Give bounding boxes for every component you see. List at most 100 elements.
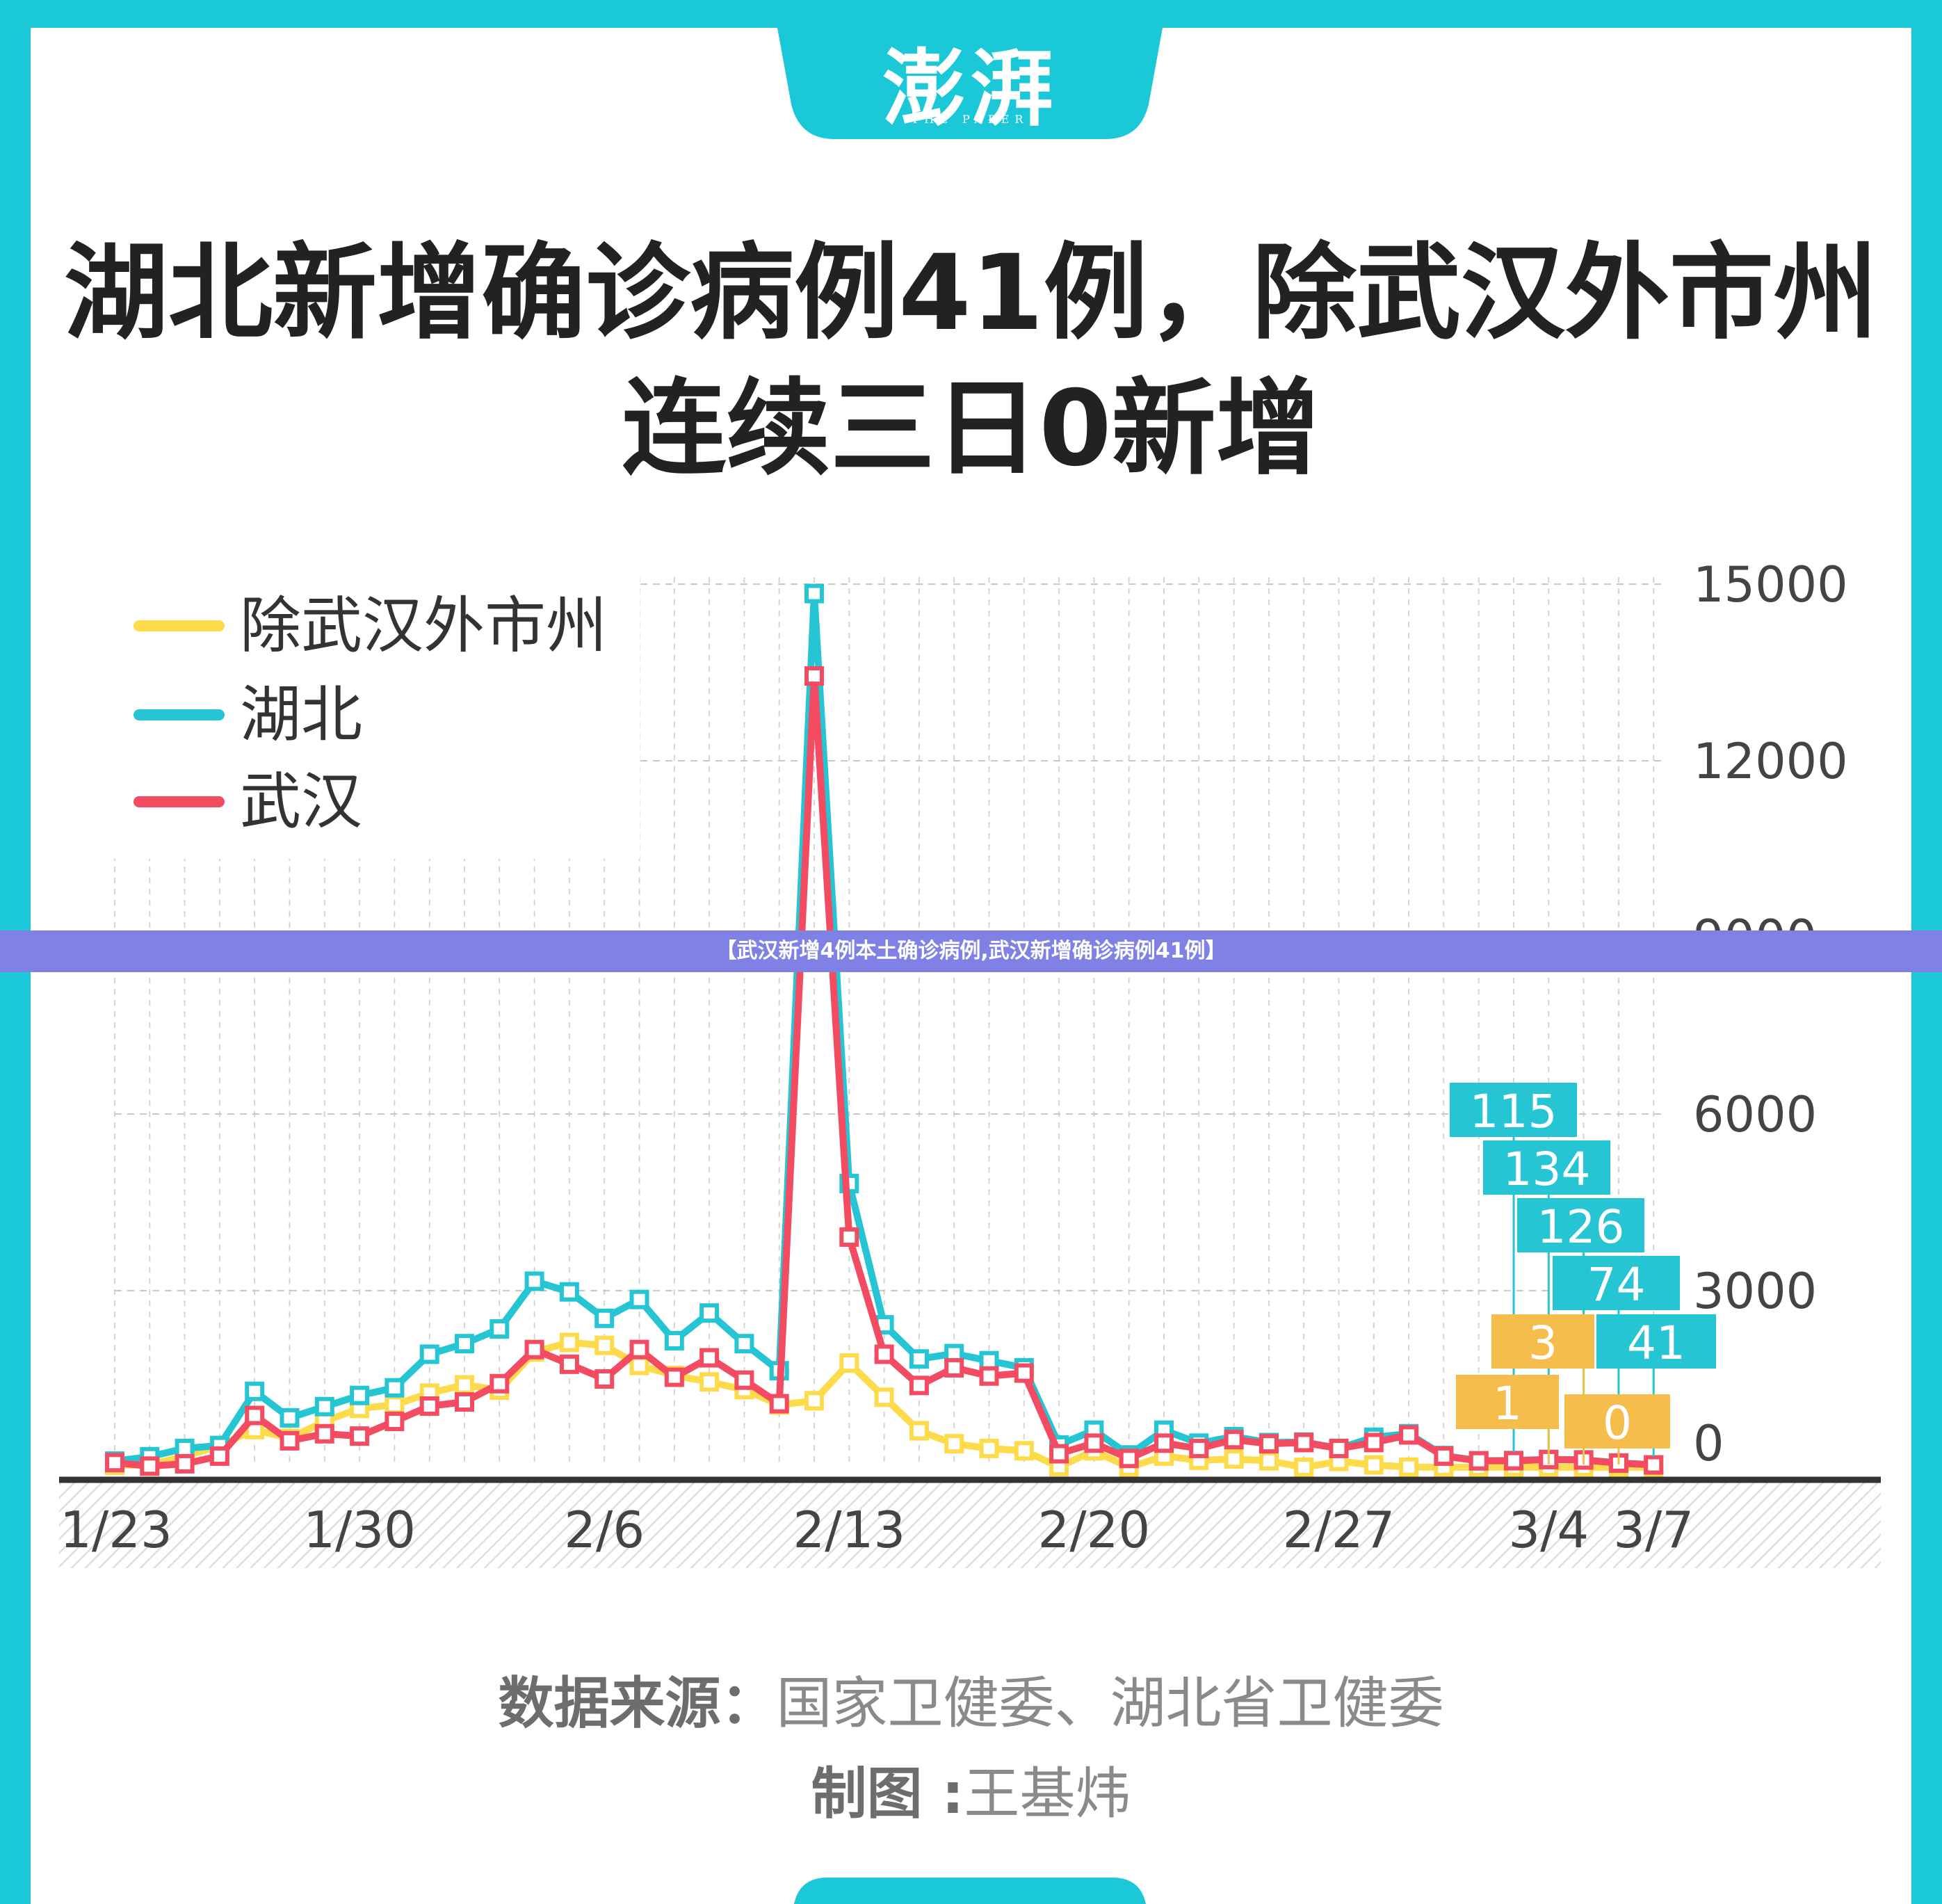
logo: 澎湃 bbox=[882, 40, 1058, 138]
data-point bbox=[314, 1396, 334, 1417]
y-tick-label: 15000 bbox=[1693, 556, 1848, 613]
data-point bbox=[245, 1405, 265, 1426]
data-point bbox=[1014, 1363, 1034, 1383]
annotation-box bbox=[1553, 1256, 1680, 1310]
data-point bbox=[385, 1378, 405, 1398]
data-point bbox=[699, 1372, 720, 1392]
x-tick-label: 2/13 bbox=[793, 1501, 905, 1559]
credit: 制图 :王基炜 bbox=[31, 1749, 1911, 1830]
axis-band bbox=[59, 1481, 1881, 1568]
data-point bbox=[629, 1289, 649, 1309]
data-point bbox=[1259, 1451, 1279, 1471]
annotation-box bbox=[1483, 1140, 1610, 1195]
data-point bbox=[1294, 1458, 1314, 1477]
annotation-label: 3 bbox=[1528, 1316, 1557, 1370]
data-point bbox=[455, 1375, 474, 1395]
headline-line-2: 连续三日0新增 bbox=[622, 369, 1320, 490]
data-point bbox=[664, 1330, 684, 1350]
annotation-label: 134 bbox=[1503, 1143, 1591, 1196]
data-point bbox=[594, 1369, 615, 1389]
y-tick-label: 6000 bbox=[1693, 1086, 1817, 1143]
y-tick-label: 12000 bbox=[1693, 733, 1848, 790]
annotation-label: 1 bbox=[1493, 1377, 1522, 1430]
logo-subtitle: THE PAPER bbox=[911, 113, 1029, 126]
data-point bbox=[699, 1303, 720, 1323]
data-point bbox=[419, 1344, 439, 1364]
data-point bbox=[1014, 1441, 1034, 1461]
data-point bbox=[909, 1421, 929, 1441]
data-source-label: 数据来源： bbox=[498, 1671, 777, 1736]
data-point bbox=[280, 1407, 300, 1428]
data-point bbox=[1084, 1433, 1104, 1453]
y-tick-label: 3000 bbox=[1693, 1263, 1817, 1320]
credit-label: 制图 : bbox=[811, 1761, 964, 1826]
data-point bbox=[594, 1308, 615, 1328]
overlay-banner: 【武汉新增4例本土确诊病例,武汉新增确诊病例41例】 bbox=[0, 930, 1942, 972]
annotation-label: 115 bbox=[1470, 1085, 1557, 1138]
data-point bbox=[1294, 1433, 1314, 1453]
annotation-label: 74 bbox=[1587, 1258, 1646, 1312]
data-point bbox=[804, 666, 824, 686]
x-tick-label: 1/30 bbox=[303, 1501, 416, 1559]
data-point bbox=[839, 1353, 859, 1373]
data-point bbox=[979, 1366, 999, 1386]
y-tick-label: 0 bbox=[1693, 1415, 1724, 1472]
x-tick-label: 2/27 bbox=[1283, 1501, 1395, 1559]
data-point bbox=[874, 1387, 894, 1407]
data-point bbox=[385, 1395, 405, 1415]
data-point bbox=[385, 1411, 405, 1431]
line-chart: 03000600090001200015000除武汉外市州湖北武汉1/231/3… bbox=[59, 556, 1881, 1568]
data-point bbox=[175, 1453, 195, 1474]
data-point bbox=[839, 1227, 859, 1247]
data-point bbox=[1259, 1434, 1279, 1454]
data-point bbox=[699, 1348, 720, 1368]
data-source-value: 国家卫健委、湖北省卫健委 bbox=[776, 1671, 1444, 1736]
data-point bbox=[455, 1334, 474, 1354]
data-point bbox=[979, 1438, 999, 1458]
x-tick-label: 2/6 bbox=[564, 1501, 645, 1559]
annotation-box bbox=[1491, 1314, 1594, 1369]
data-point bbox=[280, 1430, 300, 1451]
data-point bbox=[664, 1367, 684, 1387]
data-point bbox=[1364, 1433, 1384, 1453]
data-point bbox=[559, 1332, 579, 1353]
annotation-box bbox=[1517, 1198, 1644, 1252]
annotation-box bbox=[1456, 1375, 1559, 1429]
data-point bbox=[1329, 1438, 1349, 1458]
data-point bbox=[175, 1438, 195, 1458]
data-point bbox=[559, 1282, 579, 1302]
data-point bbox=[419, 1396, 439, 1416]
data-point bbox=[1364, 1455, 1384, 1475]
data-point bbox=[804, 1391, 824, 1411]
data-point bbox=[909, 1349, 929, 1369]
annotation-box bbox=[1596, 1314, 1716, 1369]
data-point bbox=[209, 1446, 229, 1466]
data-point bbox=[979, 1350, 999, 1371]
data-point bbox=[874, 1344, 894, 1364]
data-point bbox=[909, 1375, 929, 1396]
data-point bbox=[594, 1335, 615, 1355]
legend-label: 武汉 bbox=[240, 766, 362, 837]
data-point bbox=[1189, 1438, 1209, 1458]
annotation-label: 41 bbox=[1627, 1316, 1685, 1370]
annotation-box bbox=[1564, 1394, 1670, 1449]
headline-line-1: 湖北新增确诊病例41例，除武汉外市州 bbox=[64, 233, 1878, 354]
data-point bbox=[629, 1355, 649, 1375]
data-point bbox=[455, 1392, 474, 1412]
x-tick-label: 3/7 bbox=[1613, 1501, 1694, 1559]
data-point bbox=[1644, 1455, 1664, 1475]
data-point bbox=[1224, 1430, 1244, 1450]
data-point bbox=[1119, 1449, 1139, 1469]
data-point bbox=[769, 1394, 789, 1414]
annotation-label: 0 bbox=[1603, 1396, 1632, 1450]
x-tick-label: 2/20 bbox=[1038, 1501, 1151, 1559]
data-point bbox=[944, 1434, 964, 1454]
data-point bbox=[734, 1334, 754, 1354]
data-point bbox=[1049, 1444, 1069, 1464]
legend-label: 湖北 bbox=[240, 679, 362, 750]
annotation-label: 126 bbox=[1537, 1200, 1625, 1254]
x-tick-label: 3/4 bbox=[1508, 1501, 1589, 1559]
data-point bbox=[524, 1339, 544, 1360]
x-tick-label: 1/23 bbox=[60, 1501, 172, 1559]
data-point bbox=[1224, 1449, 1244, 1469]
